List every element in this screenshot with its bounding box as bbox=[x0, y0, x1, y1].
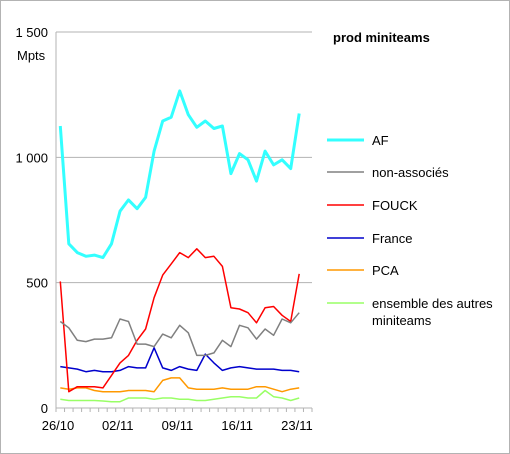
y-tick-label: 1 000 bbox=[15, 150, 48, 165]
legend-label-france: France bbox=[372, 231, 412, 246]
series-line-3 bbox=[60, 347, 300, 373]
legend-label-af: AF bbox=[372, 133, 389, 148]
series-line-0 bbox=[58, 89, 301, 260]
x-tick-label: 23/11 bbox=[281, 418, 313, 433]
series-line-4 bbox=[60, 377, 300, 393]
series-line-1 bbox=[59, 312, 300, 357]
legend: AF non-associés FOUCK France PCA ensembl… bbox=[327, 133, 493, 328]
x-tick-label: 09/11 bbox=[162, 418, 194, 433]
series-lines bbox=[58, 89, 301, 403]
legend-label-autres-line2: miniteams bbox=[372, 313, 432, 328]
grid-lines bbox=[56, 31, 312, 284]
x-tick-label: 02/11 bbox=[102, 418, 134, 433]
legend-label-autres-line1: ensemble des autres bbox=[372, 296, 493, 311]
legend-label-pca: PCA bbox=[372, 263, 399, 278]
y-axis-label: Mpts bbox=[17, 48, 46, 63]
legend-label-fouck: FOUCK bbox=[372, 198, 418, 213]
legend-label-non-associes: non-associés bbox=[372, 165, 449, 180]
y-tick-labels: 0 500 1 000 1 500 bbox=[15, 25, 48, 416]
y-tick-label: 1 500 bbox=[15, 25, 48, 40]
series-line-2 bbox=[59, 248, 300, 393]
y-tick-label: 500 bbox=[26, 276, 48, 291]
axes bbox=[55, 32, 313, 412]
y-tick-label: 0 bbox=[41, 401, 48, 416]
chart-title: prod miniteams bbox=[333, 30, 430, 45]
x-tick-labels: 26/10 02/11 09/11 16/11 23/11 bbox=[42, 418, 313, 433]
x-tick-label: 16/11 bbox=[221, 418, 253, 433]
x-tick-label: 26/10 bbox=[42, 418, 75, 433]
series-line-5 bbox=[60, 389, 300, 403]
